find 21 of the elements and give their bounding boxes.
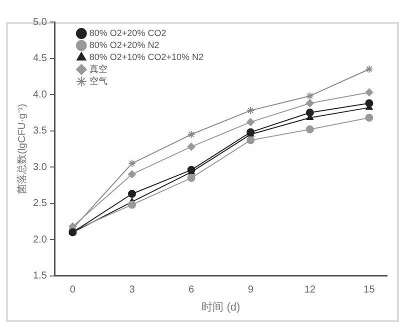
legend-label: 80% O2+20% N2 [89,40,160,50]
y-tick-label: 3.5 [32,126,48,137]
y-tick-label: 2.5 [32,198,48,210]
x-tick-label: 12 [304,284,316,296]
x-tick-label: 0 [70,284,76,296]
legend-label: 真空 [89,64,108,74]
y-tick-label: 3.0 [32,162,48,173]
legend-label: 80% O2+10% CO2+10% N2 [89,52,204,62]
x-tick-label: 3 [129,284,136,296]
x-tick-label: 15 [364,284,376,296]
y-tick-label: 4.0 [32,89,48,100]
y-tick-label: 2.0 [32,234,48,246]
legend-label: 空气 [89,76,108,86]
y-axis-title: 菌落总数(lgCFU·g⁻¹) [16,104,28,194]
y-tick-label: 4.5 [32,53,48,64]
legend-label: 80% O2+20% CO2 [89,28,166,38]
y-tick-label: 5.0 [32,16,48,28]
x-axis-title: 时间 (d) [202,300,240,314]
y-tick-label: 1.5 [32,270,48,282]
x-tick-label: 9 [248,284,254,296]
x-tick-label: 6 [188,284,195,296]
